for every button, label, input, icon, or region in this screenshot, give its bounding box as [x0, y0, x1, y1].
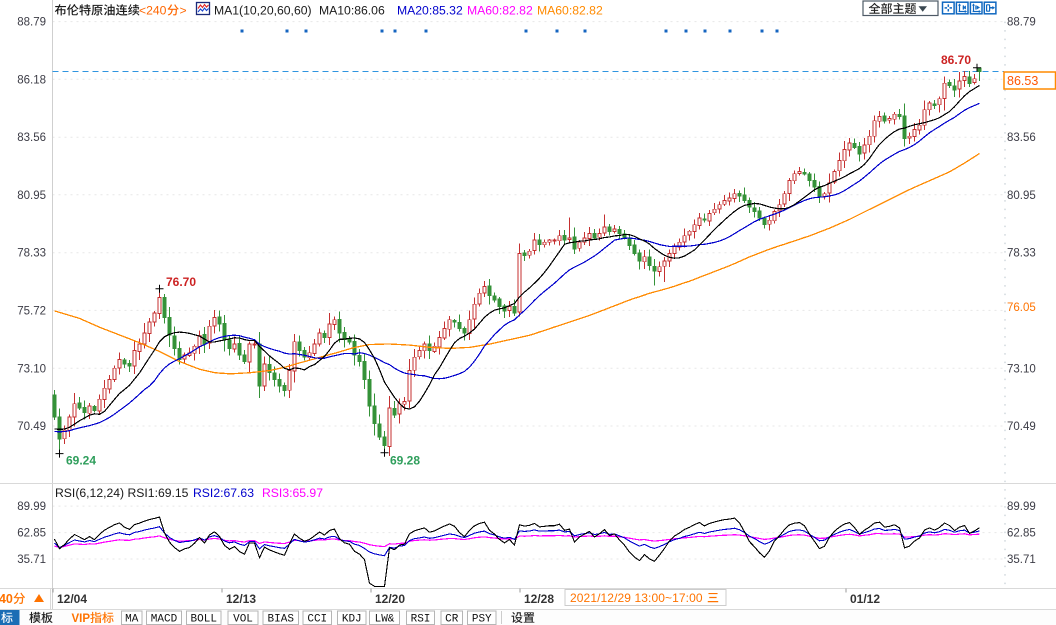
svg-text:73.10: 73.10 [1007, 363, 1036, 375]
svg-text:2021/12/29 13:00~17:00: 2021/12/29 13:00~17:00 [570, 591, 703, 605]
svg-text:MA60:82.82: MA60:82.82 [537, 4, 603, 18]
svg-text:RSI: RSI [411, 614, 431, 625]
svg-text:83.56: 83.56 [17, 132, 46, 144]
svg-text:RSI(6,12,24) RSI1:69.15: RSI(6,12,24) RSI1:69.15 [55, 486, 189, 500]
svg-text:35.71: 35.71 [17, 554, 46, 566]
svg-text:BOLL: BOLL [191, 614, 217, 625]
svg-text:RSI3:65.97: RSI3:65.97 [262, 486, 323, 500]
svg-text:89.99: 89.99 [1007, 501, 1036, 513]
svg-text:69.24: 69.24 [66, 454, 96, 468]
svg-text:88.79: 88.79 [1007, 17, 1036, 29]
svg-text:73.10: 73.10 [17, 363, 46, 375]
svg-text:76.05: 76.05 [1007, 302, 1036, 314]
svg-text:MA1(10,20,60,60): MA1(10,20,60,60) [214, 4, 312, 18]
svg-text:MACD: MACD [151, 614, 178, 625]
svg-text:>: > [180, 4, 187, 18]
svg-text:86.18: 86.18 [17, 74, 46, 86]
svg-text:MA20:85.32: MA20:85.32 [397, 4, 463, 18]
svg-text:76.70: 76.70 [166, 275, 196, 289]
svg-text:RSI2:67.63: RSI2:67.63 [193, 486, 254, 500]
svg-text:80.95: 80.95 [17, 190, 46, 202]
svg-text:75.72: 75.72 [17, 305, 46, 317]
svg-text:240: 240 [0, 592, 13, 606]
svg-text:12/13: 12/13 [226, 592, 256, 606]
svg-text:86.53: 86.53 [1007, 74, 1038, 88]
svg-text:MA: MA [125, 614, 139, 625]
svg-text:BIAS: BIAS [268, 614, 295, 625]
svg-text:<240: <240 [139, 4, 167, 18]
svg-text:69.28: 69.28 [390, 454, 420, 468]
svg-text:70.49: 70.49 [1007, 421, 1036, 433]
svg-text:70.49: 70.49 [17, 421, 46, 433]
svg-text:CR: CR [445, 614, 459, 625]
svg-text:80.95: 80.95 [1007, 190, 1036, 202]
svg-text:86.70: 86.70 [941, 53, 971, 67]
svg-text:88.79: 88.79 [17, 17, 46, 29]
svg-text:VOL: VOL [233, 614, 253, 625]
svg-text:PSY: PSY [472, 614, 492, 625]
svg-text:83.56: 83.56 [1007, 132, 1036, 144]
svg-text:78.33: 78.33 [17, 248, 46, 260]
svg-text:78.33: 78.33 [1007, 248, 1036, 260]
svg-text:62.85: 62.85 [1007, 528, 1036, 540]
svg-text:KDJ: KDJ [342, 614, 362, 625]
svg-text:12/04: 12/04 [57, 592, 87, 606]
svg-text:CCI: CCI [307, 614, 327, 625]
svg-text:LW&: LW& [375, 614, 395, 625]
svg-text:62.85: 62.85 [17, 528, 46, 540]
svg-text:VIP: VIP [72, 613, 91, 625]
svg-text:35.71: 35.71 [1007, 554, 1036, 566]
svg-text:89.99: 89.99 [17, 501, 46, 513]
svg-text:MA10:86.06: MA10:86.06 [319, 4, 385, 18]
svg-text:12/28: 12/28 [524, 592, 554, 606]
svg-text:MA60:82.82: MA60:82.82 [467, 4, 533, 18]
svg-text:12/20: 12/20 [375, 592, 405, 606]
svg-text:01/12: 01/12 [850, 592, 880, 606]
